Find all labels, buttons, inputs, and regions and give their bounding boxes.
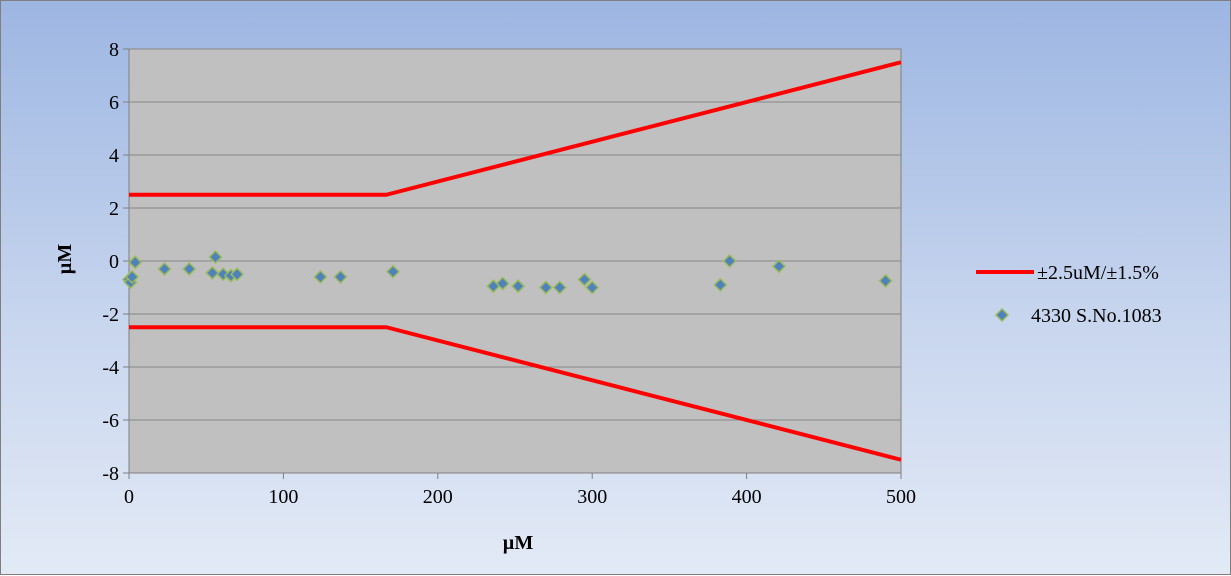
data-point xyxy=(208,249,223,265)
data-point xyxy=(577,272,592,287)
y-tick-label: 0 xyxy=(109,251,119,273)
data-point xyxy=(511,279,526,294)
data-point xyxy=(713,277,728,292)
legend-label-limits: ±2.5uM/±1.5% xyxy=(1037,262,1159,284)
y-tick-label: -4 xyxy=(102,357,119,379)
y-tick-label: 4 xyxy=(109,145,119,167)
x-tick-label: 200 xyxy=(423,486,453,508)
data-point xyxy=(125,269,140,284)
data-point xyxy=(182,261,197,277)
x-tick-label: 400 xyxy=(732,486,762,508)
data-point xyxy=(722,253,737,269)
series-layer xyxy=(121,60,902,462)
data-point xyxy=(128,255,143,270)
data-point xyxy=(538,280,553,295)
x-tick-label: 300 xyxy=(577,486,607,508)
legend-marker-swatch xyxy=(994,307,1010,323)
y-tick-label: -6 xyxy=(102,410,119,432)
data-point xyxy=(333,269,348,284)
x-tick-label: 100 xyxy=(268,486,298,508)
y-tick-label: -8 xyxy=(102,463,119,485)
x-tick-label: 500 xyxy=(886,486,916,508)
x-axis-title: µM xyxy=(503,532,534,554)
data-point xyxy=(205,265,220,280)
lower-limit-line xyxy=(129,325,902,462)
x-tick-label: 0 xyxy=(124,486,134,508)
y-tick-label: 2 xyxy=(109,198,119,220)
y-tick-label: 8 xyxy=(109,39,119,61)
data-point xyxy=(157,261,172,277)
data-point xyxy=(878,273,893,288)
y-tick-label: -2 xyxy=(102,304,119,326)
y-tick-label: 6 xyxy=(109,92,119,114)
legend-label-measurements: 4330 S.No.1083 xyxy=(1031,305,1162,327)
data-point xyxy=(495,276,510,291)
data-point xyxy=(313,269,328,284)
data-point xyxy=(771,259,787,274)
data-point xyxy=(230,267,245,282)
data-point xyxy=(385,264,401,279)
legend: ±2.5uM/±1.5% 4330 S.No.1083 xyxy=(976,262,1162,327)
y-axis-title: µM xyxy=(54,244,76,275)
data-point xyxy=(585,280,600,295)
upper-limit-line xyxy=(129,60,902,197)
data-point xyxy=(552,280,567,295)
